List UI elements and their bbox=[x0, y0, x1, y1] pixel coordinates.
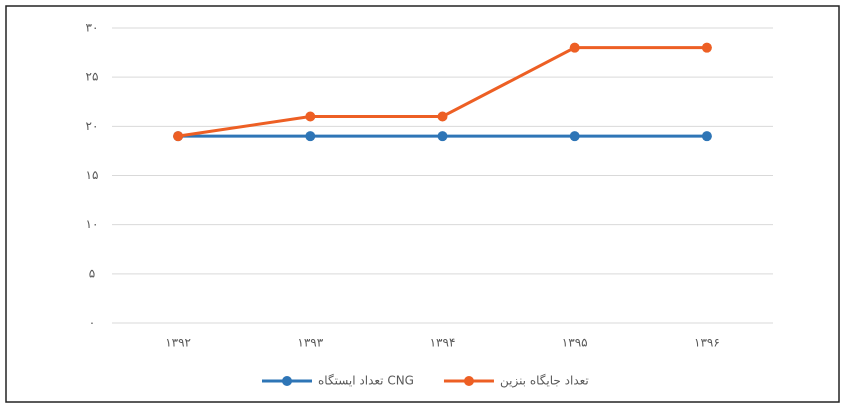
y-tick-label: ۱۰ bbox=[86, 217, 99, 231]
x-tick-label: ۱۳۹۲ bbox=[165, 336, 191, 350]
legend-label: تعداد جایگاه بنزین bbox=[500, 374, 589, 389]
legend-label: تعداد ایستگاه CNG bbox=[318, 374, 414, 388]
data-point bbox=[305, 111, 316, 122]
data-point bbox=[701, 42, 712, 53]
data-point bbox=[305, 131, 316, 142]
y-tick-label: ۲۰ bbox=[86, 119, 99, 133]
x-tick-label: ۱۳۹۴ bbox=[430, 336, 456, 350]
data-point bbox=[701, 131, 712, 142]
x-tick-label: ۱۳۹۵ bbox=[562, 336, 588, 350]
y-tick-label: ۰ bbox=[89, 316, 95, 330]
chart-frame bbox=[5, 5, 840, 403]
legend-marker bbox=[282, 376, 292, 386]
x-tick-label: ۱۳۹۶ bbox=[694, 336, 720, 350]
data-point bbox=[173, 131, 184, 142]
x-tick-label: ۱۳۹۳ bbox=[297, 336, 323, 350]
data-point bbox=[569, 131, 580, 142]
y-tick-label: ۱۵ bbox=[86, 168, 99, 182]
data-point bbox=[437, 111, 448, 122]
data-point bbox=[437, 131, 448, 142]
data-point bbox=[569, 42, 580, 53]
legend-marker bbox=[463, 376, 474, 386]
y-tick-label: ۳۰ bbox=[86, 21, 99, 35]
y-tick-label: ۵ bbox=[89, 266, 95, 280]
y-tick-label: ۲۵ bbox=[86, 70, 99, 84]
